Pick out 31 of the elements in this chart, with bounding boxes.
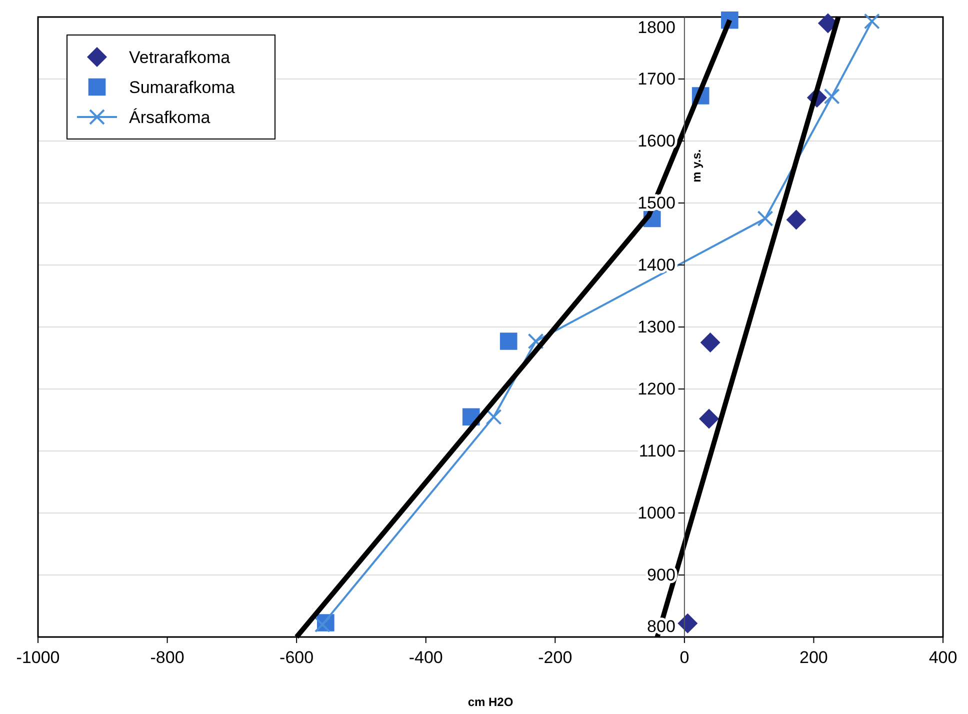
y-tick-label: 1200 xyxy=(638,379,676,398)
x-tick-label: 0 xyxy=(680,648,690,668)
x-tick-label: 200 xyxy=(800,648,828,668)
point xyxy=(824,88,840,104)
y-tick-label: 1000 xyxy=(638,503,676,522)
x-tick-label: -800 xyxy=(150,648,184,668)
point xyxy=(314,616,330,633)
y-tick-label: 1400 xyxy=(638,255,676,274)
x-tick-label: 400 xyxy=(928,648,958,668)
y-tick-label: 1600 xyxy=(638,131,676,150)
point xyxy=(698,408,719,429)
x-tick-label: -600 xyxy=(280,648,314,668)
point xyxy=(500,332,518,350)
point xyxy=(864,13,880,30)
y-tick-label: 1300 xyxy=(638,317,676,336)
point xyxy=(786,210,806,230)
x-tick-label: -1000 xyxy=(16,648,60,668)
x-axis-title: cm H2O xyxy=(468,695,514,709)
point xyxy=(678,613,698,634)
legend-label: Vetrarafkoma xyxy=(129,48,231,67)
y-axis-title: m y.s. xyxy=(689,149,704,182)
point xyxy=(700,332,720,352)
x-tick-label: -200 xyxy=(538,648,572,668)
point xyxy=(757,210,774,226)
y-tick-label: 1700 xyxy=(638,69,676,88)
legend-label: Sumarafkoma xyxy=(129,78,236,97)
point xyxy=(486,408,502,425)
y-tick-label: 1800 xyxy=(638,18,676,38)
y-tick-label: 1100 xyxy=(638,441,676,460)
x-tick-label: -400 xyxy=(408,648,443,668)
legend-label: Ársafkoma xyxy=(129,108,211,127)
